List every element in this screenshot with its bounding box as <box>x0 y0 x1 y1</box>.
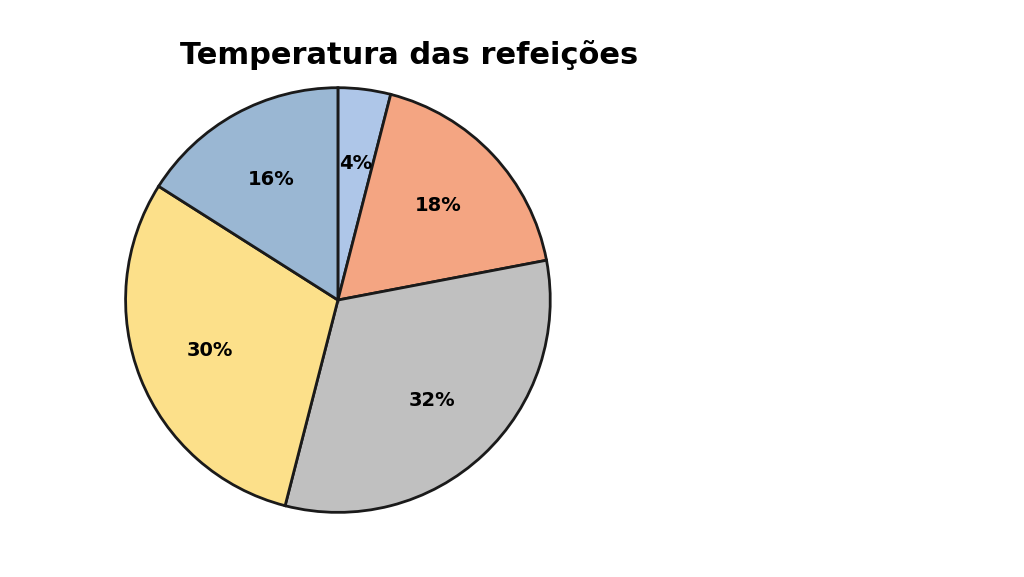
Wedge shape <box>338 95 547 300</box>
Text: 18%: 18% <box>415 196 462 215</box>
Wedge shape <box>159 88 338 300</box>
Text: 32%: 32% <box>409 391 456 410</box>
Text: 16%: 16% <box>248 170 295 189</box>
Text: Temperatura das refeições: Temperatura das refeições <box>180 40 639 70</box>
Wedge shape <box>126 186 338 505</box>
Text: 30%: 30% <box>186 342 232 361</box>
Text: 4%: 4% <box>339 153 372 173</box>
Wedge shape <box>338 88 391 300</box>
Legend: muito ruim, ruim, regular, bom, muito bom: muito ruim, ruim, regular, bom, muito bo… <box>675 208 839 398</box>
Wedge shape <box>285 260 550 512</box>
